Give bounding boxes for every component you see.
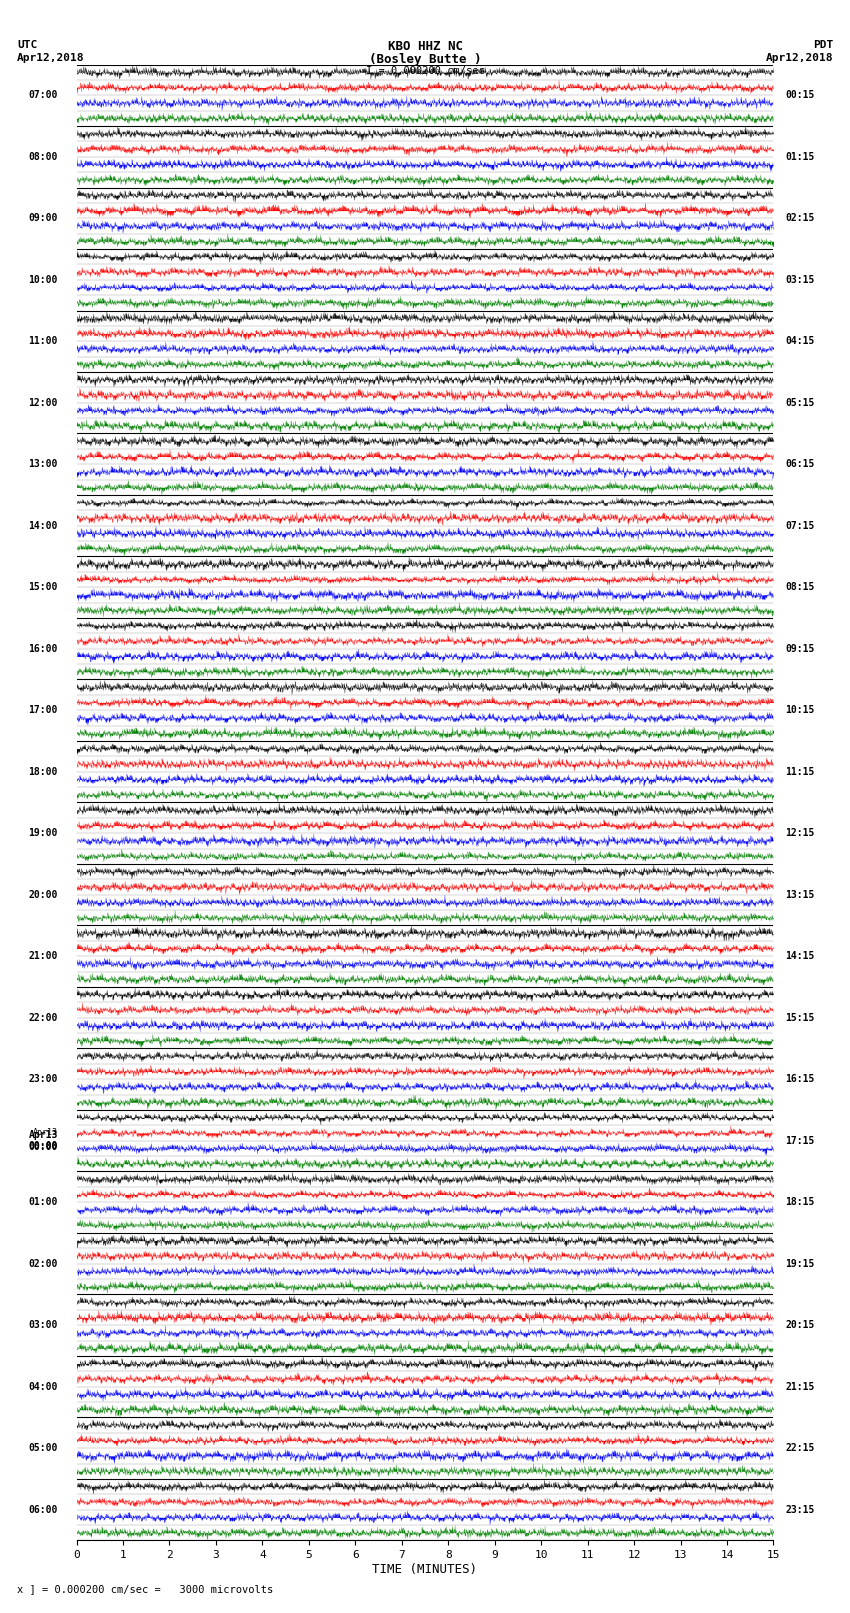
Text: 06:00: 06:00 (29, 1505, 58, 1515)
Text: 23:15: 23:15 (785, 1505, 814, 1515)
X-axis label: TIME (MINUTES): TIME (MINUTES) (372, 1563, 478, 1576)
Text: 11:00: 11:00 (29, 336, 58, 347)
Text: 07:00: 07:00 (29, 90, 58, 100)
Text: 03:00: 03:00 (29, 1319, 58, 1331)
Text: 04:15: 04:15 (785, 336, 814, 347)
Text: 15:15: 15:15 (785, 1013, 814, 1023)
Text: 01:00: 01:00 (29, 1197, 58, 1207)
Text: 19:15: 19:15 (785, 1258, 814, 1269)
Text: 05:00: 05:00 (29, 1444, 58, 1453)
Text: 05:15: 05:15 (785, 398, 814, 408)
Text: 21:15: 21:15 (785, 1382, 814, 1392)
Text: 07:15: 07:15 (785, 521, 814, 531)
Text: Apr12,2018: Apr12,2018 (766, 53, 833, 63)
Text: 15:00: 15:00 (29, 582, 58, 592)
Text: 20:15: 20:15 (785, 1319, 814, 1331)
Text: 02:00: 02:00 (29, 1258, 58, 1269)
Text: 04:00: 04:00 (29, 1382, 58, 1392)
Text: 19:00: 19:00 (29, 827, 58, 839)
Text: 18:15: 18:15 (785, 1197, 814, 1207)
Text: Apr13: Apr13 (33, 1127, 58, 1137)
Text: 17:15: 17:15 (785, 1136, 814, 1145)
Text: (Bosley Butte ): (Bosley Butte ) (369, 53, 481, 66)
Text: 14:00: 14:00 (29, 521, 58, 531)
Text: 20:00: 20:00 (29, 890, 58, 900)
Text: 18:00: 18:00 (29, 766, 58, 777)
Text: 11:15: 11:15 (785, 766, 814, 777)
Text: Apr12,2018: Apr12,2018 (17, 53, 84, 63)
Text: 14:15: 14:15 (785, 952, 814, 961)
Text: 10:00: 10:00 (29, 274, 58, 286)
Text: 16:15: 16:15 (785, 1074, 814, 1084)
Text: 21:00: 21:00 (29, 952, 58, 961)
Text: 12:15: 12:15 (785, 827, 814, 839)
Text: 06:15: 06:15 (785, 460, 814, 469)
Text: 23:00: 23:00 (29, 1074, 58, 1084)
Text: KBO HHZ NC: KBO HHZ NC (388, 40, 462, 53)
Text: 17:00: 17:00 (29, 705, 58, 715)
Text: 13:15: 13:15 (785, 890, 814, 900)
Text: 01:15: 01:15 (785, 152, 814, 161)
Text: 09:00: 09:00 (29, 213, 58, 223)
Text: 22:15: 22:15 (785, 1444, 814, 1453)
Text: 22:00: 22:00 (29, 1013, 58, 1023)
Text: Apr13
00:00: Apr13 00:00 (29, 1129, 58, 1152)
Text: 03:15: 03:15 (785, 274, 814, 286)
Text: 00:15: 00:15 (785, 90, 814, 100)
Text: 12:00: 12:00 (29, 398, 58, 408)
Text: x ] = 0.000200 cm/sec =   3000 microvolts: x ] = 0.000200 cm/sec = 3000 microvolts (17, 1584, 273, 1594)
Text: UTC: UTC (17, 40, 37, 50)
Text: 16:00: 16:00 (29, 644, 58, 653)
Text: 10:15: 10:15 (785, 705, 814, 715)
Text: 02:15: 02:15 (785, 213, 814, 223)
Text: 08:15: 08:15 (785, 582, 814, 592)
Text: I = 0.000200 cm/sec: I = 0.000200 cm/sec (366, 66, 484, 76)
Text: 00:00: 00:00 (29, 1142, 58, 1152)
Text: 13:00: 13:00 (29, 460, 58, 469)
Text: 08:00: 08:00 (29, 152, 58, 161)
Text: 09:15: 09:15 (785, 644, 814, 653)
Text: PDT: PDT (813, 40, 833, 50)
